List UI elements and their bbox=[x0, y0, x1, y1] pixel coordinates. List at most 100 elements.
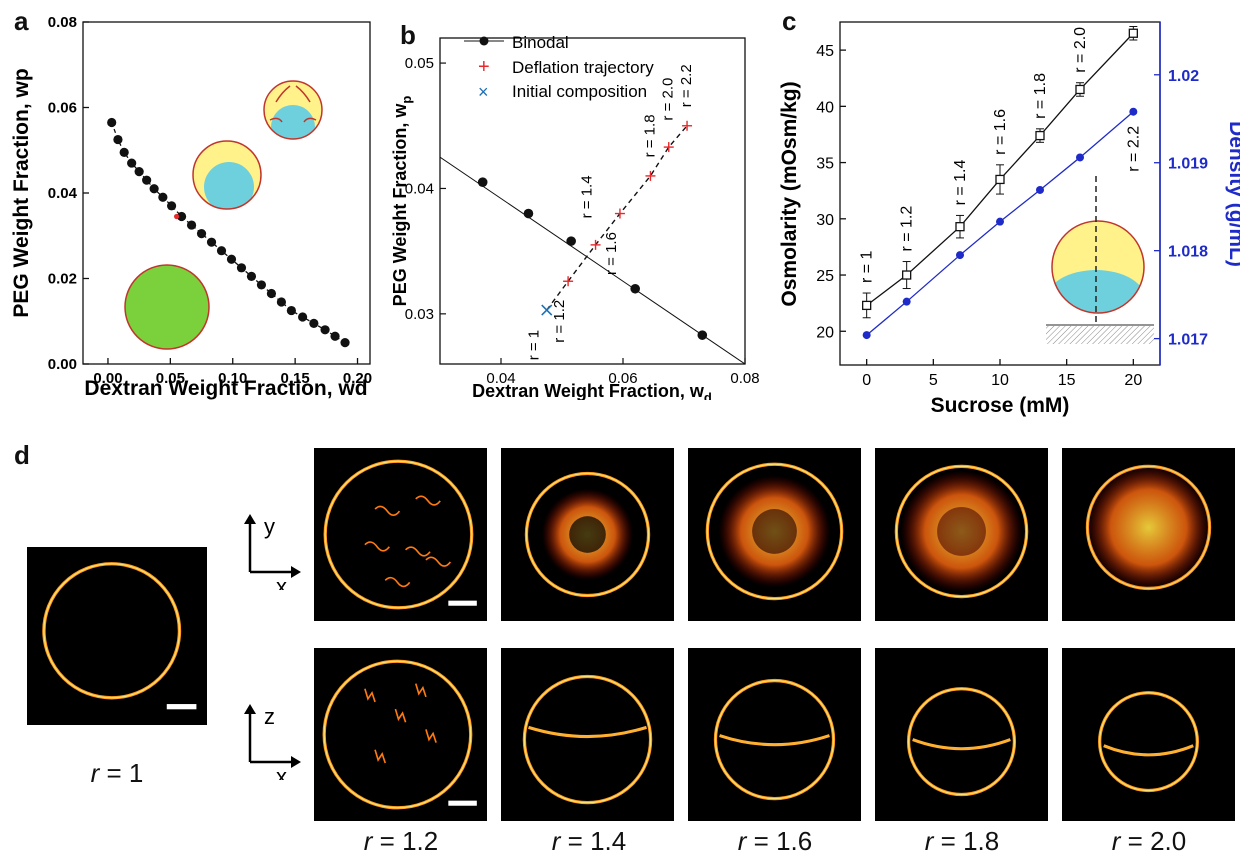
data-point bbox=[196, 229, 207, 239]
panel-letter-d: d bbox=[14, 440, 30, 470]
binodal-point bbox=[630, 283, 640, 294]
trajectory-label: r = 2.2 bbox=[678, 64, 695, 107]
y-axis-label: PEG Weight Fraction, wp bbox=[392, 96, 414, 307]
chart-b: 0.04 0.06 0.08 0.03 0.04 0.05 r = 1 r = 1.2 r =… bbox=[392, 33, 760, 400]
y-right-tick-label: 1.02 bbox=[1168, 68, 1199, 85]
trajectory-point bbox=[663, 142, 674, 153]
y-tick-label: 0.02 bbox=[48, 271, 77, 288]
density-point bbox=[956, 251, 964, 260]
binodal-point bbox=[523, 208, 534, 219]
osmolarity-point bbox=[995, 164, 1005, 195]
osmolarity-point bbox=[1128, 25, 1138, 41]
y-tick-label: 0.00 bbox=[48, 356, 77, 373]
binodal-point bbox=[566, 236, 576, 246]
data-point bbox=[186, 220, 197, 230]
axis-x-label: x bbox=[276, 574, 287, 590]
data-point bbox=[206, 237, 217, 247]
trajectory-label: r = 1.4 bbox=[579, 175, 596, 218]
legend-x-marker: × bbox=[478, 82, 489, 102]
initial-vesicle-icon bbox=[124, 264, 210, 350]
ratio-label: r = 2.2 bbox=[1125, 126, 1142, 172]
legend: Binodal + Deflation trajectory × Initial… bbox=[464, 33, 654, 102]
micrograph-xz-r1-6 bbox=[688, 648, 861, 821]
y-tick-label: 20 bbox=[816, 324, 834, 341]
legend-plus-marker: + bbox=[478, 56, 490, 78]
data-point bbox=[176, 211, 187, 222]
budding-vesicle-icon bbox=[263, 80, 323, 140]
micrograph-ratio-label: r = 1.8 bbox=[924, 826, 1000, 856]
micrograph-ratio-label: r = 1.4 bbox=[551, 826, 627, 856]
density-point bbox=[862, 331, 871, 340]
chart-a: 0.00 0.05 0.10 0.15 0.20 0.00 0.02 0.04 0.06 0.08… bbox=[10, 14, 372, 400]
osmolarity-point bbox=[862, 292, 872, 319]
panel-letter-a: a bbox=[14, 6, 29, 36]
ratio-label: r = 1.8 bbox=[1032, 73, 1049, 119]
trajectory-point bbox=[682, 120, 693, 131]
binodal-point bbox=[477, 177, 488, 187]
y-tick-label: 35 bbox=[816, 156, 834, 173]
panel-letter-c: c bbox=[782, 6, 797, 36]
trajectory-label: r = 1.6 bbox=[603, 232, 620, 275]
x-tick-label: 15 bbox=[1058, 372, 1076, 389]
data-point bbox=[286, 305, 296, 316]
axis-z-label: z bbox=[264, 704, 275, 729]
data-point bbox=[134, 167, 144, 177]
x-tick-label: 0.08 bbox=[730, 370, 759, 387]
data-point bbox=[256, 280, 267, 290]
density-point bbox=[1036, 185, 1044, 194]
binodal-point bbox=[697, 330, 708, 340]
y-tick-label: 0.03 bbox=[405, 306, 434, 323]
data-point bbox=[119, 147, 129, 157]
data-point bbox=[226, 254, 237, 264]
data-point bbox=[149, 184, 159, 194]
x-tick-label: 0.00 bbox=[93, 370, 122, 387]
x-tick-label: 0.10 bbox=[218, 370, 247, 387]
micrograph-xz-r1-4 bbox=[501, 648, 674, 821]
y-tick-label: 40 bbox=[816, 99, 834, 116]
data-point bbox=[246, 271, 257, 281]
density-point bbox=[996, 217, 1004, 226]
data-point bbox=[107, 117, 117, 128]
data-point bbox=[309, 318, 319, 328]
binodal-line bbox=[440, 156, 745, 364]
data-point bbox=[266, 288, 277, 299]
density-point bbox=[1129, 107, 1138, 116]
ratio-label: r = 1 bbox=[859, 250, 876, 283]
y-tick-label: 0.08 bbox=[48, 14, 77, 31]
micrograph-xy-r2-0 bbox=[1062, 448, 1235, 621]
y-tick-label: 0.04 bbox=[48, 185, 78, 202]
data-point bbox=[158, 192, 168, 202]
micrograph-xy-r1-4 bbox=[501, 448, 674, 621]
y-tick-label: 0.04 bbox=[405, 180, 434, 197]
data-point bbox=[340, 338, 350, 348]
x-axis-label: Dextran Weight Fraction, wd bbox=[84, 377, 367, 400]
axis-indicator-xz: z x bbox=[244, 704, 301, 780]
x-axis-label: Dextran Weight Fraction, wd bbox=[472, 381, 712, 400]
legend-initial: Initial composition bbox=[512, 82, 647, 101]
x-tick-label: 20 bbox=[1124, 372, 1142, 389]
micrograph-xy-r1-6 bbox=[688, 448, 861, 621]
density-point bbox=[1076, 153, 1084, 162]
data-point bbox=[276, 297, 287, 307]
initial-point bbox=[541, 304, 553, 316]
trajectory-label: r = 1 bbox=[526, 330, 543, 360]
data-point bbox=[320, 325, 330, 335]
trajectory-label: r = 1.2 bbox=[551, 300, 568, 343]
data-point bbox=[127, 158, 137, 168]
data-point bbox=[330, 331, 340, 341]
micrograph-xy-r1-8 bbox=[875, 448, 1048, 621]
data-point bbox=[216, 246, 227, 256]
trajectory-label: r = 2.0 bbox=[660, 78, 677, 121]
x-tick-label: 0.15 bbox=[281, 370, 310, 387]
y-right-axis-label: Density (g/mL) bbox=[1225, 121, 1240, 267]
micrograph-ratio-label: r = 1.2 bbox=[363, 826, 439, 856]
micrograph-ratio-label: r = 2.0 bbox=[1111, 826, 1187, 856]
y-right-tick-label: 1.017 bbox=[1168, 332, 1208, 349]
micrograph-xz-r1-2 bbox=[314, 648, 487, 821]
ratio-label: r = 1.6 bbox=[992, 109, 1009, 155]
ratio-label: r = 2.0 bbox=[1072, 27, 1089, 73]
osmolarity-point bbox=[1035, 128, 1045, 143]
trajectory-point bbox=[590, 239, 601, 250]
axis-x-label: x bbox=[276, 764, 287, 780]
axis-y-label: y bbox=[264, 514, 275, 539]
